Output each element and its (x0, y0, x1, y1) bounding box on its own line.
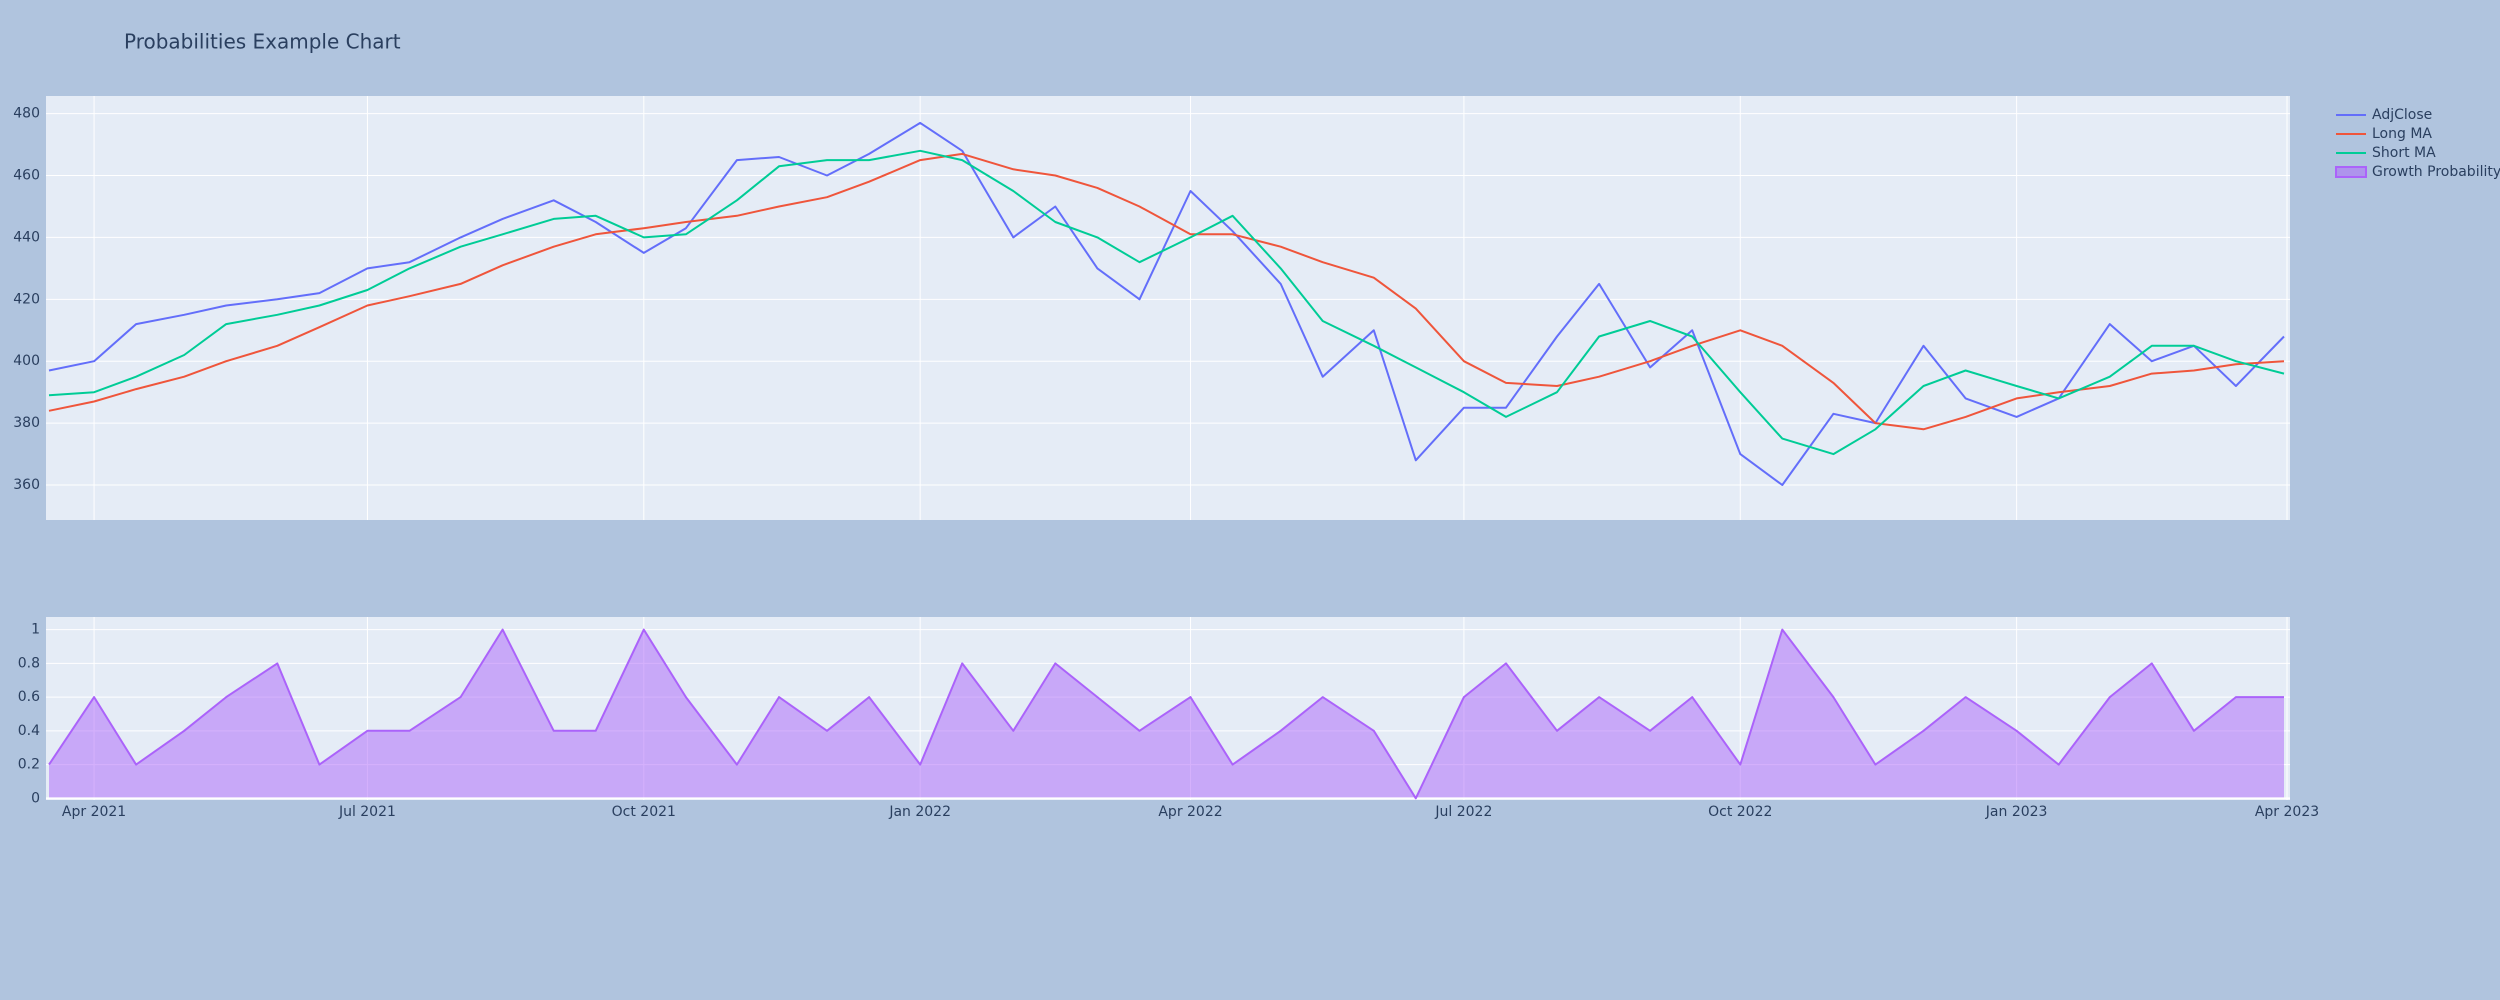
y-tick-label: 480 (13, 106, 40, 122)
y-tick-label: 420 (13, 291, 40, 307)
series-line (48, 121, 2285, 486)
y-tick-label: 0.2 (18, 757, 40, 773)
y-tick-label: 360 (13, 477, 40, 493)
plot-background (46, 96, 2290, 520)
x-tick-label: Jul 2022 (1434, 804, 1492, 820)
series-line (48, 149, 2285, 456)
x-tick-label: Apr 2022 (1158, 804, 1222, 820)
x-tick-label: Jan 2022 (888, 804, 951, 820)
chart-title: Probabilities Example Chart (124, 30, 401, 54)
y-tick-label: 0 (31, 790, 40, 806)
y-tick-label: 440 (13, 229, 40, 245)
legend-label: Growth Probability (2372, 164, 2500, 180)
y-tick-label: 400 (13, 353, 40, 369)
y-tick-label: 380 (13, 415, 40, 431)
y-tick-label: 1 (31, 622, 40, 638)
series-line (48, 152, 2285, 431)
y-tick-label: 0.6 (18, 689, 40, 705)
legend-label: Long MA (2372, 126, 2432, 142)
x-tick-label: Jul 2021 (338, 804, 396, 820)
y-tick-label: 0.8 (18, 655, 40, 671)
x-tick-label: Oct 2021 (612, 804, 676, 820)
y-tick-label: 460 (13, 168, 40, 184)
x-tick-label: Jan 2023 (1985, 804, 2048, 820)
x-tick-label: Apr 2023 (2255, 804, 2319, 820)
x-tick-label: Oct 2022 (1708, 804, 1772, 820)
y-tick-label: 0.4 (18, 723, 40, 739)
legend-label: Short MA (2372, 145, 2436, 161)
legend-label: AdjClose (2372, 107, 2432, 123)
legend-swatch (2335, 166, 2367, 178)
x-tick-label: Apr 2021 (62, 804, 126, 820)
series-line (48, 628, 2284, 800)
